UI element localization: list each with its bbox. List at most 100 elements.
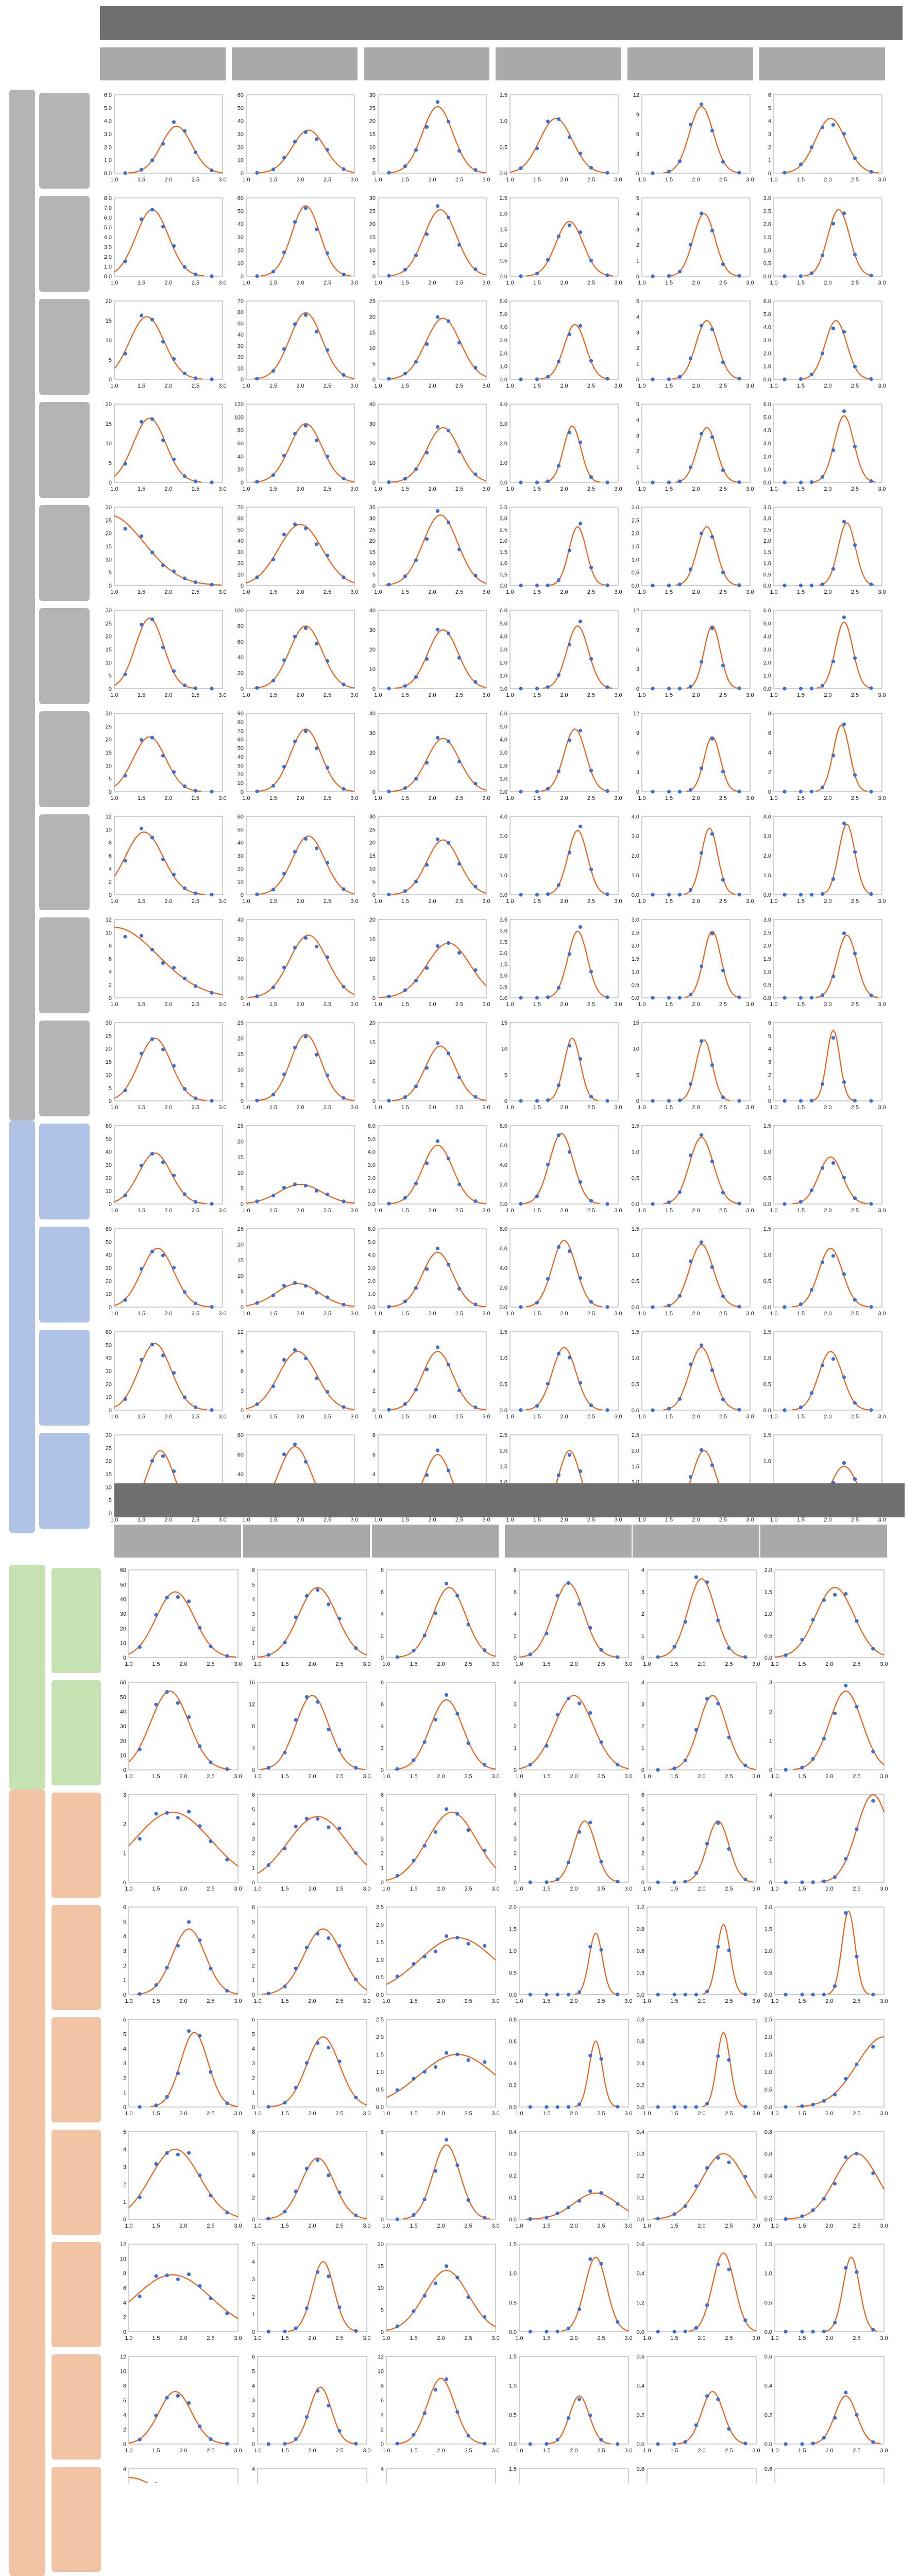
y-tick-label: 2.0 (500, 853, 507, 859)
data-point (446, 841, 451, 845)
data-point (798, 377, 803, 381)
y-tick-label: 25 (369, 105, 376, 111)
data-point (588, 2053, 592, 2058)
x-tick-label: 3.0 (880, 2111, 888, 2117)
plot-area (509, 816, 619, 895)
column-header-4 (627, 47, 753, 80)
data-point (737, 686, 741, 691)
plot-area (246, 1022, 355, 1101)
y-tick-label: 0 (241, 686, 244, 692)
data-point (577, 1990, 582, 1994)
x-tick-label: 2.5 (335, 1998, 343, 2004)
fitted-curve (253, 312, 355, 380)
x-tick-label: 2.5 (207, 2223, 214, 2229)
x-tick-label: 1.5 (542, 1998, 550, 2004)
x-tick-label: 2.0 (296, 280, 304, 286)
data-point (187, 1920, 191, 1924)
y-tick-label: 3.0 (368, 1265, 376, 1272)
data-point (721, 968, 725, 973)
y-tick-label: 40 (237, 538, 244, 544)
data-point (210, 893, 214, 897)
y-tick-label: 3 (252, 2277, 255, 2283)
data-point (798, 1099, 803, 1103)
y-tick-label: 0.5 (632, 1278, 639, 1284)
data-point (588, 2189, 592, 2193)
x-tick-label: 2.5 (725, 1774, 733, 1780)
x-tick-label: 1.5 (269, 280, 277, 286)
data-point (842, 1176, 846, 1180)
x-tick-label: 1.0 (638, 1414, 645, 1420)
data-point (161, 142, 165, 146)
data-point (139, 1267, 144, 1271)
x-tick-label: 1.0 (515, 1774, 523, 1780)
data-point (535, 377, 539, 381)
y-tick-label: 4 (636, 211, 639, 217)
y-tick-label: 0.4 (764, 2383, 772, 2389)
y-tick-label: 0.0 (500, 995, 507, 1001)
y-tick-label: 8 (514, 1567, 517, 1574)
data-point (314, 542, 319, 546)
x-tick-label: 1.0 (110, 177, 118, 183)
data-point (545, 2215, 549, 2219)
x-tick-label: 3.0 (482, 1517, 490, 1523)
y-tick-label: 0.0 (763, 1201, 771, 1208)
data-point (414, 879, 418, 883)
plot-area (641, 816, 751, 895)
x-tick-label: 2.0 (692, 383, 700, 389)
data-point (483, 2060, 487, 2064)
x-tick-label: 2.0 (437, 2335, 445, 2341)
plot-area (509, 919, 619, 998)
x-tick-label: 1.0 (771, 2335, 778, 2341)
data-point (123, 462, 127, 466)
x-tick-label: 2.0 (560, 1105, 568, 1111)
data-point (337, 2429, 342, 2433)
y-tick-label: 1.0 (632, 969, 639, 975)
data-point (255, 480, 259, 484)
data-point (855, 2413, 859, 2417)
data-point (182, 976, 187, 980)
plot-area (641, 1125, 751, 1205)
plot-area (641, 1228, 751, 1308)
x-tick-label: 1.0 (770, 280, 777, 286)
y-tick-label: 3.0 (763, 647, 771, 653)
x-tick-label: 3.0 (878, 1208, 886, 1214)
data-point (588, 1945, 592, 1949)
y-tick-label: 40 (237, 754, 244, 760)
data-point (556, 1473, 561, 1477)
y-tick-label: 0 (241, 1304, 244, 1311)
data-point (798, 996, 803, 1000)
data-point (677, 1397, 682, 1401)
data-point (822, 2436, 826, 2440)
x-tick-label: 1.5 (269, 589, 277, 595)
data-point (556, 359, 561, 364)
x-tick-label: 2.5 (335, 1886, 343, 1892)
data-point (672, 2442, 676, 2446)
x-tick-label: 3.0 (350, 177, 358, 183)
fitted-curve (288, 2261, 359, 2332)
data-point (483, 2315, 487, 2319)
data-point (784, 1993, 788, 1997)
data-point (325, 251, 330, 255)
data-point (822, 2329, 826, 2334)
x-tick-label: 2.0 (825, 1886, 833, 1892)
data-point (387, 892, 391, 897)
data-point (699, 324, 704, 328)
y-tick-label: 1.0 (632, 557, 639, 563)
data-point (187, 1810, 191, 1814)
x-tick-label: 2.0 (570, 2223, 577, 2229)
x-tick-label: 1.5 (542, 2223, 550, 2229)
y-tick-label: 0.0 (637, 2104, 644, 2111)
y-tick-label: 4.0 (500, 814, 507, 820)
x-tick-label: 2.0 (164, 383, 172, 389)
data-point (446, 941, 451, 945)
data-point (535, 1300, 539, 1304)
plot-area (647, 2356, 757, 2445)
panel-r11-c3: 0.02.04.06.08.01.0 1.5 2.0 2.5 3.0 (500, 1226, 622, 1317)
x-tick-label: 1.5 (670, 2335, 678, 2341)
x-tick-label: 1.5 (798, 2448, 806, 2454)
y-tick-label: 4 (514, 1680, 517, 1686)
data-point (822, 1993, 826, 1997)
